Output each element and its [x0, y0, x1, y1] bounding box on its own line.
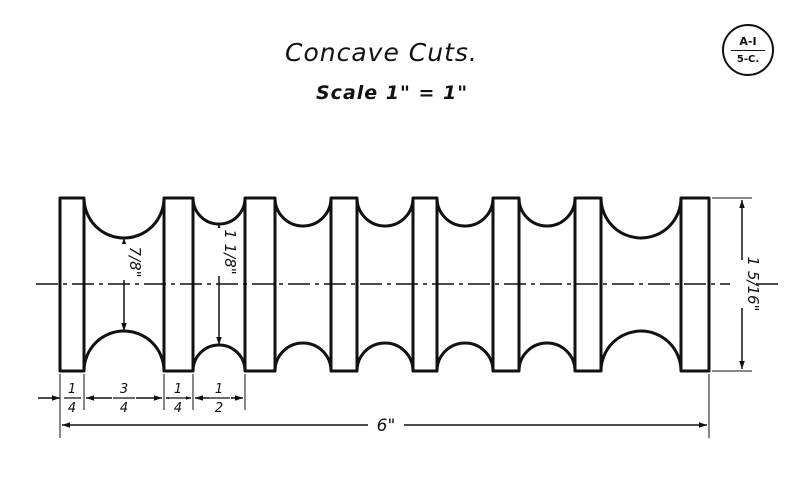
drawing-scale: Scale 1" = 1" — [316, 82, 469, 104]
workpiece-outline — [58, 196, 711, 373]
overall-height-label: 1 5/16" — [744, 257, 762, 312]
overall-length-label: 6" — [377, 416, 396, 436]
narrow-groove-width-label: 1 2 — [209, 380, 231, 416]
svg-text:3: 3 — [120, 382, 128, 397]
badge-divider — [731, 50, 765, 51]
drawing-title: Concave Cuts. — [285, 38, 478, 67]
svg-text:4: 4 — [68, 401, 76, 416]
width-extension-lines — [59, 374, 710, 438]
height-extension-lines — [712, 197, 752, 372]
badge-bottom-text: 5-C. — [736, 54, 760, 65]
sheet-number-badge: A-I 5-C. — [722, 24, 774, 76]
svg-text:2: 2 — [215, 401, 223, 416]
svg-text:1: 1 — [68, 382, 76, 397]
svg-text:1: 1 — [215, 382, 223, 397]
svg-text:4: 4 — [120, 401, 128, 416]
collar-width-label: 1 4 — [64, 380, 81, 416]
badge-top-text: A-I — [739, 35, 757, 48]
wide-groove-depth-label: 7/8" — [126, 246, 144, 277]
wide-groove-width-label: 3 4 — [112, 380, 136, 416]
narrow-groove-depth-label: 1 1/8" — [221, 229, 239, 274]
svg-text:1: 1 — [174, 382, 182, 397]
collar-width-2-label: 1 4 — [169, 380, 187, 416]
svg-text:4: 4 — [174, 401, 182, 416]
